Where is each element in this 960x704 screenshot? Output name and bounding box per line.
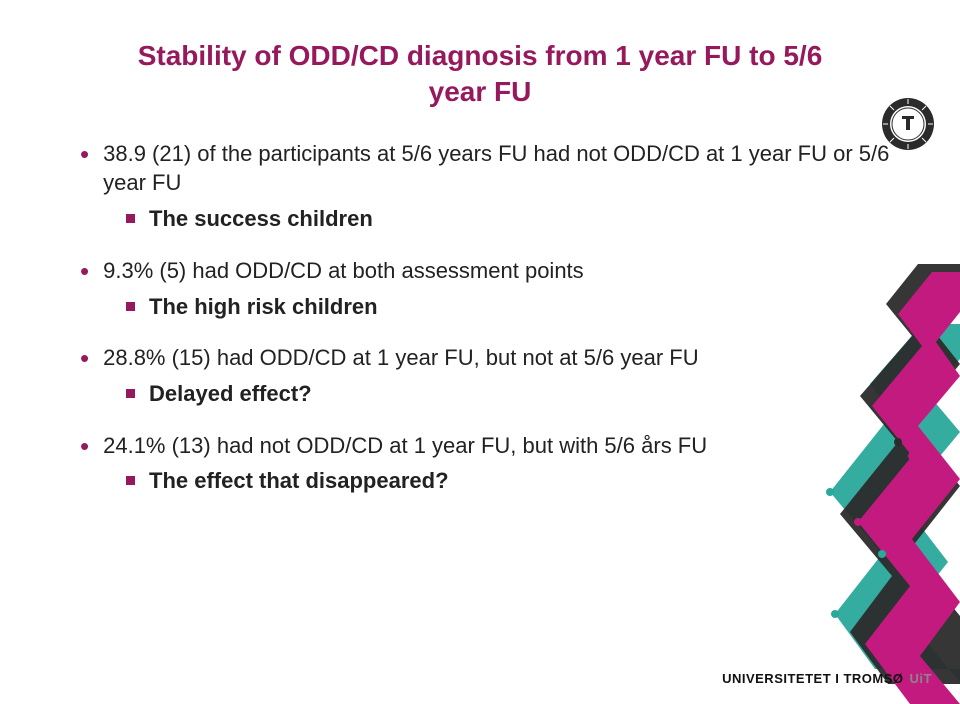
bullet-text: 28.8% (15) had ODD/CD at 1 year FU, but … (103, 343, 698, 373)
bullet-dot-icon: • (80, 433, 89, 459)
bullet-item: • 9.3% (5) had ODD/CD at both assessment… (80, 256, 890, 286)
bullet-square-icon (126, 214, 135, 223)
sub-bullet-item: The effect that disappeared? (126, 466, 890, 496)
sub-bullet-item: The success children (126, 204, 890, 234)
sub-bullet-item: Delayed effect? (126, 379, 890, 409)
sub-bullet-text: The effect that disappeared? (149, 466, 449, 496)
bullet-square-icon (126, 302, 135, 311)
slide: Stability of ODD/CD diagnosis from 1 yea… (0, 0, 960, 704)
sub-bullet-text: The high risk children (149, 292, 378, 322)
university-seal-icon (880, 96, 936, 152)
bullet-text: 24.1% (13) had not ODD/CD at 1 year FU, … (103, 431, 707, 461)
bullet-square-icon (126, 389, 135, 398)
slide-title: Stability of ODD/CD diagnosis from 1 yea… (120, 38, 840, 111)
footer-logo: UNIVERSITETET I TROMSØ UiT (722, 671, 932, 686)
bullet-item: • 38.9 (21) of the participants at 5/6 y… (80, 139, 890, 198)
bullet-square-icon (126, 476, 135, 485)
bullet-dot-icon: • (80, 141, 89, 167)
bullet-item: • 24.1% (13) had not ODD/CD at 1 year FU… (80, 431, 890, 461)
bullet-list: • 38.9 (21) of the participants at 5/6 y… (80, 139, 890, 496)
bullet-text: 9.3% (5) had ODD/CD at both assessment p… (103, 256, 584, 286)
sub-bullet-item: The high risk children (126, 292, 890, 322)
bullet-dot-icon: • (80, 258, 89, 284)
sub-bullet-text: Delayed effect? (149, 379, 312, 409)
footer-text-main: UNIVERSITETET I TROMSØ (722, 671, 903, 686)
bullet-text: 38.9 (21) of the participants at 5/6 yea… (103, 139, 890, 198)
sub-bullet-text: The success children (149, 204, 373, 234)
footer-text-sub: UiT (910, 671, 932, 686)
bullet-item: • 28.8% (15) had ODD/CD at 1 year FU, bu… (80, 343, 890, 373)
bullet-dot-icon: • (80, 345, 89, 371)
